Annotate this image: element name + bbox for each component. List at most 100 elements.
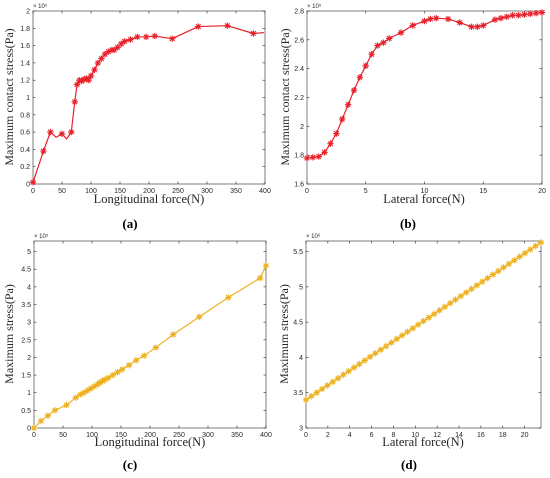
data-point xyxy=(315,153,322,160)
y-exponent-label: × 10⁵ xyxy=(307,3,322,10)
data-point xyxy=(468,23,475,31)
data-point xyxy=(134,33,141,41)
y-tick-label: 0.6 xyxy=(20,130,30,137)
data-point xyxy=(420,317,427,325)
data-point xyxy=(94,59,102,67)
data-point xyxy=(141,352,148,359)
data-point xyxy=(503,13,510,20)
x-tick-label: 200 xyxy=(144,432,156,439)
data-point xyxy=(329,378,336,386)
x-axis-label: Longitudinal force(N) xyxy=(94,192,205,206)
data-point xyxy=(105,374,112,382)
x-tick-label: 20 xyxy=(538,188,546,195)
y-tick-label: 0 xyxy=(27,426,31,433)
data-point xyxy=(521,249,529,257)
data-point xyxy=(397,29,405,36)
x-tick-label: 50 xyxy=(59,432,67,439)
data-point xyxy=(537,239,545,246)
x-tick-label: 10 xyxy=(421,188,429,195)
x-tick-label: 8 xyxy=(391,432,395,439)
data-point xyxy=(340,371,347,378)
data-point xyxy=(409,325,417,332)
x-tick-label: 16 xyxy=(477,432,485,439)
data-point xyxy=(127,36,134,43)
x-tick-label: 5 xyxy=(364,188,368,195)
data-point xyxy=(421,17,428,25)
y-tick-label: 5.5 xyxy=(293,249,303,256)
data-point xyxy=(318,385,326,393)
plot-frame xyxy=(33,240,267,429)
data-point xyxy=(361,357,368,364)
data-point xyxy=(87,72,95,80)
y-tick-label: 3.5 xyxy=(293,390,303,397)
data-point xyxy=(468,285,475,293)
data-point xyxy=(441,303,449,310)
x-tick-label: 0 xyxy=(304,432,308,439)
y-tick-label: 2.5 xyxy=(21,337,31,344)
x-tick-label: 150 xyxy=(115,432,127,439)
data-point xyxy=(480,22,487,29)
data-point xyxy=(125,361,133,369)
x-tick-label: 400 xyxy=(259,188,271,195)
chart-panel-2: 0 5 10 15 20 1.6 1.8 2 2.2 2.4 2.6 2.8× 10⁵ Lateral … xyxy=(278,3,546,231)
data-point xyxy=(68,128,75,136)
data-point xyxy=(324,382,331,389)
data-point xyxy=(527,246,534,253)
x-tick-label: 200 xyxy=(143,188,155,195)
series-line xyxy=(306,11,543,159)
y-tick-label: 1.4 xyxy=(20,60,30,67)
panel-label: (a) xyxy=(122,216,137,231)
x-tick-label: 15 xyxy=(479,188,487,195)
data-point xyxy=(37,417,45,425)
x-tick-label: 350 xyxy=(231,432,243,439)
data-point xyxy=(516,253,523,260)
data-point xyxy=(484,274,491,282)
data-point xyxy=(444,15,452,23)
data-point xyxy=(386,35,393,42)
y-tick-label: 2 xyxy=(27,355,31,362)
data-point xyxy=(169,35,176,42)
y-tick-label: 5 xyxy=(27,249,31,256)
data-point xyxy=(72,394,79,401)
data-point xyxy=(101,376,108,383)
y-tick-label: 0.8 xyxy=(20,112,30,119)
data-point xyxy=(393,335,400,343)
data-point xyxy=(51,407,59,414)
x-tick-label: 10 xyxy=(411,432,419,439)
data-point xyxy=(374,42,381,49)
x-tick-label: 100 xyxy=(85,188,97,195)
data-point xyxy=(409,22,416,29)
x-tick-label: 350 xyxy=(230,188,242,195)
data-point xyxy=(142,33,150,41)
data-point xyxy=(447,300,454,307)
y-tick-label: 0.5 xyxy=(21,408,31,415)
data-point xyxy=(71,98,78,106)
data-point xyxy=(334,375,342,382)
x-tick-label: 300 xyxy=(202,432,214,439)
data-point xyxy=(117,40,125,48)
data-point xyxy=(356,360,363,368)
y-tick-label: 4 xyxy=(299,355,303,362)
data-point xyxy=(497,15,505,22)
x-axis-label: Longitudinal force(N) xyxy=(95,435,206,449)
x-tick-label: 20 xyxy=(521,432,529,439)
series-line xyxy=(32,25,264,183)
data-point xyxy=(118,366,126,373)
x-tick-label: 4 xyxy=(348,432,352,439)
y-tick-label: 0.2 xyxy=(20,164,30,171)
y-tick-label: 1 xyxy=(26,95,30,102)
data-point xyxy=(356,74,364,81)
panel-label: (d) xyxy=(401,457,417,472)
data-point xyxy=(527,10,534,18)
y-exponent-label: × 10⁵ xyxy=(34,233,49,240)
panel-label: (c) xyxy=(123,457,137,472)
x-tick-label: 250 xyxy=(173,432,185,439)
x-tick-label: 150 xyxy=(114,188,126,195)
panel-label: (b) xyxy=(400,216,416,231)
y-tick-label: 1.2 xyxy=(20,78,30,85)
data-point xyxy=(77,391,84,398)
y-tick-label: 2 xyxy=(300,124,304,131)
data-point xyxy=(225,294,232,301)
y-tick-label: 1.5 xyxy=(21,373,31,380)
